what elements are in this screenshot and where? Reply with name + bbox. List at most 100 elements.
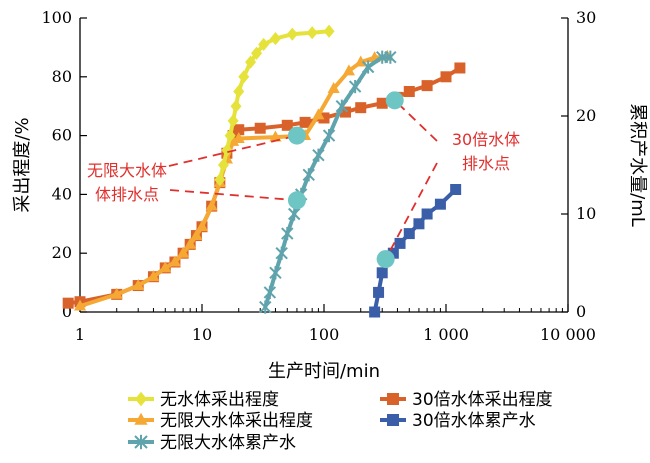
x-tick-label: 1 000 <box>423 325 469 344</box>
data-point-triangle <box>184 237 197 249</box>
y-left-tick-label: 40 <box>52 184 72 203</box>
data-point-star <box>322 129 336 143</box>
series-4 <box>369 184 462 318</box>
data-point-diamond <box>306 26 318 40</box>
x-tick-label: 10 000 <box>540 325 596 344</box>
y-left-axis: 0 20 40 60 80 100 <box>41 8 87 321</box>
legend-item: 30倍水体累产水 <box>380 411 536 431</box>
data-point-triangle <box>269 130 282 142</box>
legend-item: 无限大水体累产水 <box>128 433 296 453</box>
data-point-square <box>450 184 462 195</box>
data-point-square <box>413 218 425 230</box>
data-point-square <box>387 414 399 426</box>
y-right-tick-label: 10 <box>576 204 596 223</box>
data-point-triangle <box>110 287 123 299</box>
data-point-square <box>421 80 433 92</box>
data-point-square <box>373 286 385 298</box>
y-right-tick-label: 20 <box>576 106 596 125</box>
data-point-star <box>302 168 315 182</box>
data-point-star <box>275 246 288 260</box>
data-point-square <box>454 62 466 74</box>
drainage-point-marker <box>376 250 395 269</box>
data-point-square <box>387 247 399 259</box>
data-point-square <box>254 122 266 134</box>
data-point-triangle <box>342 64 355 76</box>
data-point-square <box>376 267 388 279</box>
legend-label: 30倍水体采出程度 <box>412 390 553 410</box>
data-point-square <box>299 116 311 128</box>
data-point-square <box>394 237 406 249</box>
x-tick-label: 10 <box>192 325 212 344</box>
data-point-diamond <box>233 84 245 99</box>
annotation-text-line: 无限大水体 <box>87 161 167 180</box>
legend-item: 无限大水体采出程度 <box>128 411 313 431</box>
annotation-leader-line <box>168 134 298 167</box>
x-axis: 1 10 100 1 000 10 000 <box>75 304 596 344</box>
data-point-square <box>62 297 74 309</box>
data-point-diamond <box>135 391 147 407</box>
data-point-triangle <box>195 220 209 232</box>
drainage-point-marker <box>385 91 404 110</box>
data-point-star <box>335 99 349 113</box>
data-point-triangle <box>312 108 325 120</box>
series-line <box>78 54 390 309</box>
data-point-square <box>376 97 388 109</box>
legend-label: 30倍水体累产水 <box>412 411 536 431</box>
data-point-triangle <box>232 131 245 143</box>
data-point-star <box>288 207 301 221</box>
y-left-tick-label: 60 <box>52 126 72 145</box>
drainage-point-marker <box>287 126 306 145</box>
data-point-square <box>403 86 415 97</box>
data-point-triangle <box>132 278 145 290</box>
series-1 <box>73 49 394 311</box>
data-point-square <box>369 306 381 318</box>
data-point-square <box>434 198 446 210</box>
data-point-diamond <box>286 27 298 41</box>
data-point-square <box>318 112 330 124</box>
series-2 <box>214 24 335 187</box>
y-left-tick-label: 20 <box>52 243 72 262</box>
x-tick-label: 100 <box>309 325 340 344</box>
highlight-layer <box>287 91 404 269</box>
data-point-square <box>339 106 351 118</box>
x-tick-label: 1 <box>75 325 85 344</box>
data-point-diamond <box>238 70 250 84</box>
data-point-star <box>281 227 294 241</box>
data-point-triangle <box>134 412 148 425</box>
series-3 <box>259 50 397 314</box>
y-left-tick-label: 0 <box>62 302 72 321</box>
data-point-diamond <box>227 114 239 128</box>
annotation-text-line: 排水点 <box>462 154 510 173</box>
data-point-triangle <box>168 255 181 267</box>
data-point-star <box>269 266 282 280</box>
data-point-diamond <box>258 37 270 52</box>
y-left-tick-label: 80 <box>52 67 72 86</box>
data-point-star <box>361 60 375 74</box>
x-axis-title: 生产时间/min <box>268 361 380 382</box>
data-point-triangle <box>205 199 218 211</box>
data-point-square <box>403 228 415 240</box>
y-left-axis-title: 采出程度/% <box>12 117 33 212</box>
data-point-triangle <box>190 228 203 240</box>
series-line <box>263 55 393 310</box>
data-point-diamond <box>224 129 236 143</box>
y-right-axis-title: 累积产水量/mL <box>627 103 648 227</box>
data-point-diamond <box>251 46 263 60</box>
data-point-triangle <box>177 246 190 258</box>
data-point-triangle <box>147 270 160 282</box>
data-point-square <box>421 208 433 220</box>
y-left-tick-label: 100 <box>41 8 72 27</box>
legend-item: 30倍水体采出程度 <box>380 390 553 410</box>
drainage-point-marker <box>287 191 306 210</box>
data-point-diamond <box>221 143 233 157</box>
data-point-square <box>387 393 399 405</box>
y-right-tick-label: 0 <box>576 302 586 321</box>
data-point-diamond <box>230 99 242 113</box>
legend-label: 无限大水体采出程度 <box>160 411 313 431</box>
data-point-square <box>355 102 367 114</box>
legend-item: 无水体采出程度 <box>128 390 279 410</box>
data-point-triangle <box>159 261 172 273</box>
